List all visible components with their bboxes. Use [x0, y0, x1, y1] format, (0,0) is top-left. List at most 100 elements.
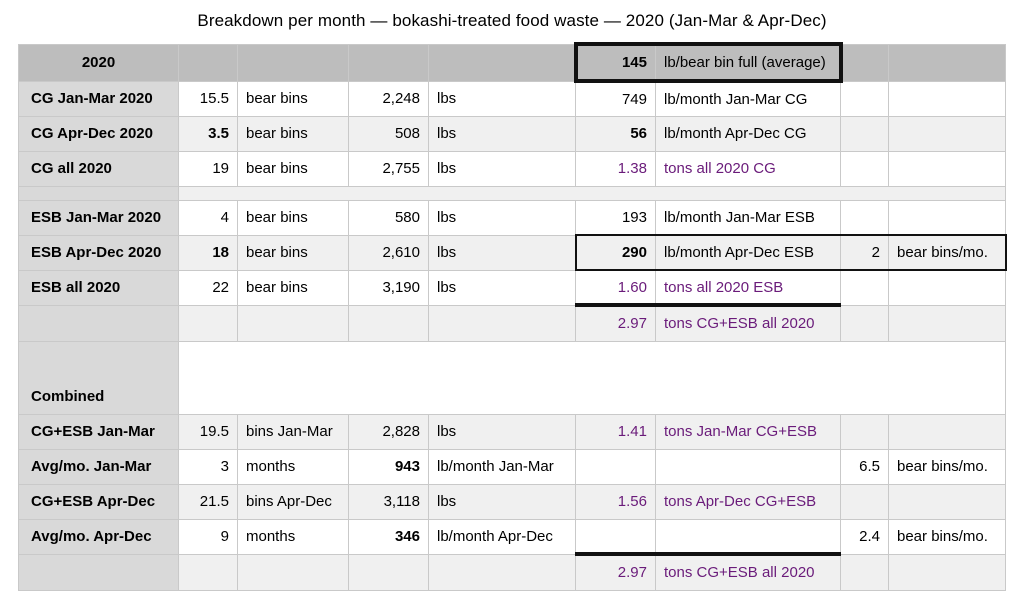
cell-esb-all-2020-c0[interactable]: ESB all 2020: [18, 269, 179, 306]
cell-total-tons-2020-b-c3[interactable]: [348, 553, 429, 591]
cell-cg-jan-mar-2020-c8[interactable]: [888, 80, 1006, 117]
cell-header-2020-c4[interactable]: [428, 43, 576, 82]
cell-avg-mo-apr-dec-c4[interactable]: lb/month Apr-Dec: [428, 518, 576, 555]
cell-esb-apr-dec-2020-c8[interactable]: bear bins/mo.: [888, 234, 1007, 271]
cell-cg-apr-dec-2020-c5[interactable]: 56: [575, 115, 656, 152]
cell-avg-mo-apr-dec-c2[interactable]: months: [237, 518, 349, 555]
cell-avg-mo-apr-dec-c7[interactable]: 2.4: [840, 518, 889, 555]
cell-avg-mo-jan-mar-c4[interactable]: lb/month Jan-Mar: [428, 448, 576, 485]
cell-cg-esb-jan-mar-c1[interactable]: 19.5: [178, 413, 238, 450]
cell-cg-esb-jan-mar-c8[interactable]: [888, 413, 1006, 450]
cell-cg-apr-dec-2020-c4[interactable]: lbs: [428, 115, 576, 152]
cell-cg-all-2020-c7[interactable]: [840, 150, 889, 187]
cell-cg-esb-apr-dec-c3[interactable]: 3,118: [348, 483, 429, 520]
cell-esb-jan-mar-2020-c1[interactable]: 4: [178, 199, 238, 236]
cell-esb-apr-dec-2020-c1[interactable]: 18: [178, 234, 238, 271]
cell-header-2020-c2[interactable]: [237, 43, 349, 82]
cell-avg-mo-jan-mar-c7[interactable]: 6.5: [840, 448, 889, 485]
cell-avg-mo-apr-dec-c6[interactable]: [655, 518, 841, 556]
cell-cg-esb-jan-mar-c2[interactable]: bins Jan-Mar: [237, 413, 349, 450]
cell-avg-mo-jan-mar-c3[interactable]: 943: [348, 448, 429, 485]
cell-cg-all-2020-c5[interactable]: 1.38: [575, 150, 656, 187]
cell-header-2020-c8[interactable]: [888, 43, 1006, 82]
cell-cg-all-2020-c8[interactable]: [888, 150, 1006, 187]
cell-header-2020-c1[interactable]: [178, 43, 238, 82]
cell-esb-apr-dec-2020-c7[interactable]: 2: [840, 234, 889, 271]
cell-cg-apr-dec-2020-c6[interactable]: lb/month Apr-Dec CG: [655, 115, 841, 152]
cell-esb-all-2020-c7[interactable]: [840, 269, 889, 306]
cell-cg-esb-apr-dec-c7[interactable]: [840, 483, 889, 520]
cell-total-tons-2020-b-c2[interactable]: [237, 553, 349, 591]
cell-esb-apr-dec-2020-c2[interactable]: bear bins: [237, 234, 349, 271]
cell-total-tons-2020-a-c2[interactable]: [237, 304, 349, 342]
cell-avg-mo-jan-mar-c5[interactable]: [575, 448, 656, 485]
cell-cg-apr-dec-2020-c1[interactable]: 3.5: [178, 115, 238, 152]
cell-cg-esb-apr-dec-c0[interactable]: CG+ESB Apr-Dec: [18, 483, 179, 520]
cell-header-2020-c0[interactable]: 2020: [18, 43, 179, 82]
cell-avg-mo-jan-mar-c2[interactable]: months: [237, 448, 349, 485]
cell-avg-mo-jan-mar-c8[interactable]: bear bins/mo.: [888, 448, 1006, 485]
cell-cg-esb-jan-mar-c4[interactable]: lbs: [428, 413, 576, 450]
cell-esb-jan-mar-2020-c3[interactable]: 580: [348, 199, 429, 236]
cell-esb-jan-mar-2020-c6[interactable]: lb/month Jan-Mar ESB: [655, 199, 841, 236]
cell-esb-all-2020-c4[interactable]: lbs: [428, 269, 576, 306]
cell-esb-all-2020-c5[interactable]: 1.60: [575, 269, 656, 307]
cell-esb-jan-mar-2020-c4[interactable]: lbs: [428, 199, 576, 236]
cell-cg-all-2020-c3[interactable]: 2,755: [348, 150, 429, 187]
cell-cg-esb-apr-dec-c1[interactable]: 21.5: [178, 483, 238, 520]
cell-cg-esb-apr-dec-c5[interactable]: 1.56: [575, 483, 656, 520]
cell-esb-jan-mar-2020-c8[interactable]: [888, 199, 1006, 236]
cell-avg-mo-apr-dec-c0[interactable]: Avg/mo. Apr-Dec: [18, 518, 179, 555]
cell-cg-all-2020-c6[interactable]: tons all 2020 CG: [655, 150, 841, 187]
cell-esb-apr-dec-2020-c5[interactable]: 290: [574, 234, 656, 271]
cell-total-tons-2020-b-c1[interactable]: [178, 553, 238, 591]
cell-cg-jan-mar-2020-c4[interactable]: lbs: [428, 80, 576, 117]
cell-total-tons-2020-a-c3[interactable]: [348, 304, 429, 342]
cell-esb-all-2020-c1[interactable]: 22: [178, 269, 238, 306]
cell-total-tons-2020-a-c6[interactable]: tons CG+ESB all 2020: [655, 304, 841, 342]
cell-spacer-1-c1[interactable]: [178, 185, 1006, 201]
cell-header-2020-c6[interactable]: lb/bear bin full (average): [655, 42, 843, 83]
cell-cg-apr-dec-2020-c7[interactable]: [840, 115, 889, 152]
cell-cg-all-2020-c2[interactable]: bear bins: [237, 150, 349, 187]
cell-cg-esb-jan-mar-c3[interactable]: 2,828: [348, 413, 429, 450]
cell-cg-jan-mar-2020-c7[interactable]: [840, 80, 889, 117]
cell-cg-esb-apr-dec-c2[interactable]: bins Apr-Dec: [237, 483, 349, 520]
cell-cg-esb-jan-mar-c0[interactable]: CG+ESB Jan-Mar: [18, 413, 179, 450]
cell-cg-jan-mar-2020-c0[interactable]: CG Jan-Mar 2020: [18, 80, 179, 117]
cell-avg-mo-jan-mar-c1[interactable]: 3: [178, 448, 238, 485]
cell-cg-esb-jan-mar-c7[interactable]: [840, 413, 889, 450]
cell-esb-apr-dec-2020-c3[interactable]: 2,610: [348, 234, 429, 271]
cell-avg-mo-apr-dec-c3[interactable]: 346: [348, 518, 429, 555]
cell-esb-apr-dec-2020-c6[interactable]: lb/month Apr-Dec ESB: [655, 234, 841, 271]
cell-total-tons-2020-a-c8[interactable]: [888, 304, 1006, 342]
cell-cg-esb-jan-mar-c5[interactable]: 1.41: [575, 413, 656, 450]
cell-esb-apr-dec-2020-c0[interactable]: ESB Apr-Dec 2020: [18, 234, 179, 271]
cell-cg-all-2020-c1[interactable]: 19: [178, 150, 238, 187]
cell-cg-esb-jan-mar-c6[interactable]: tons Jan-Mar CG+ESB: [655, 413, 841, 450]
cell-esb-all-2020-c8[interactable]: [888, 269, 1006, 306]
cell-header-2020-c3[interactable]: [348, 43, 429, 82]
cell-esb-all-2020-c2[interactable]: bear bins: [237, 269, 349, 306]
cell-cg-esb-apr-dec-c6[interactable]: tons Apr-Dec CG+ESB: [655, 483, 841, 520]
cell-esb-apr-dec-2020-c4[interactable]: lbs: [428, 234, 576, 271]
cell-total-tons-2020-b-c8[interactable]: [888, 553, 1006, 591]
cell-total-tons-2020-a-c4[interactable]: [428, 304, 576, 342]
cell-esb-all-2020-c3[interactable]: 3,190: [348, 269, 429, 306]
cell-avg-mo-jan-mar-c6[interactable]: [655, 448, 841, 485]
cell-esb-jan-mar-2020-c2[interactable]: bear bins: [237, 199, 349, 236]
cell-total-tons-2020-b-c6[interactable]: tons CG+ESB all 2020: [655, 553, 841, 591]
cell-avg-mo-apr-dec-c5[interactable]: [575, 518, 656, 556]
cell-cg-jan-mar-2020-c1[interactable]: 15.5: [178, 80, 238, 117]
cell-esb-jan-mar-2020-c7[interactable]: [840, 199, 889, 236]
cell-header-2020-c7[interactable]: [840, 43, 889, 82]
cell-spacer-1-c0[interactable]: [18, 185, 179, 201]
cell-header-2020-c5[interactable]: 145: [573, 42, 656, 83]
cell-esb-all-2020-c6[interactable]: tons all 2020 ESB: [655, 269, 841, 307]
cell-avg-mo-apr-dec-c8[interactable]: bear bins/mo.: [888, 518, 1006, 555]
cell-total-tons-2020-a-c5[interactable]: 2.97: [575, 304, 656, 342]
cell-total-tons-2020-b-c7[interactable]: [840, 553, 889, 591]
cell-total-tons-2020-b-c0[interactable]: [18, 553, 179, 591]
cell-total-tons-2020-a-c7[interactable]: [840, 304, 889, 342]
cell-esb-jan-mar-2020-c0[interactable]: ESB Jan-Mar 2020: [18, 199, 179, 236]
